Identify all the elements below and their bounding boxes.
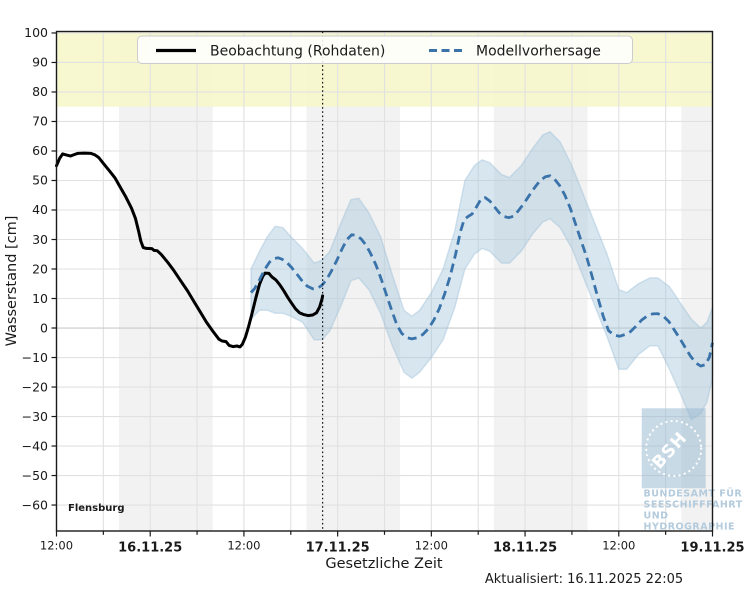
y-tick-label: −10 [22, 350, 48, 365]
y-tick-label: 20 [32, 261, 48, 276]
bsh-logo-square [641, 408, 706, 489]
x-tick-label: 16.11.25 [118, 541, 182, 556]
y-tick-label: 90 [32, 55, 48, 70]
y-axis-label: Wasserstand [cm] [4, 216, 20, 347]
y-tick-label: 10 [32, 291, 48, 306]
bsh-watermark-line: UND [644, 511, 669, 522]
y-tick-label: 60 [32, 143, 48, 158]
gridlines [55, 31, 714, 531]
x-axis-label: Gesetzliche Zeit [325, 556, 443, 572]
bsh-watermark-line: SEESCHIFFFAHRT [644, 500, 743, 511]
y-tick-label: 70 [32, 114, 48, 129]
y-tick-label: 0 [40, 320, 48, 335]
x-tick-label: 18.11.25 [493, 541, 557, 556]
updated-label: Aktualisiert: 16.11.2025 22:05 [485, 572, 683, 587]
x-tick-label: 17.11.25 [306, 541, 370, 556]
y-tick-label: 50 [32, 173, 48, 188]
y-tick-label: −60 [22, 497, 48, 512]
y-tick-label: 100 [24, 25, 48, 40]
x-tick-label: 12:00 [40, 539, 73, 553]
legend: Beobachtung (Rohdaten) Modellvorhersage [137, 35, 633, 64]
legend-observation-label: Beobachtung (Rohdaten) [210, 44, 385, 60]
observation-line [55, 151, 325, 349]
y-tick-label: −20 [22, 379, 48, 394]
bsh-watermark-line: BUNDESAMT FÜR [644, 489, 743, 500]
x-tick-label: 12:00 [227, 539, 260, 553]
y-tick-label: −40 [22, 438, 48, 453]
x-tick-label: 12:00 [602, 539, 635, 553]
station-label: Flensburg [68, 503, 124, 514]
forecast-line [249, 174, 714, 368]
y-tick-label: 30 [32, 232, 48, 247]
y-tick-label: 80 [32, 84, 48, 99]
x-ticks: 12:00 16.11.25 12:00 17.11.25 12:00 18.11.25 1… [40, 531, 745, 556]
bsh-watermark-lines: BUNDESAMT FÜRSEESCHIFFFAHRTUNDHYDROGRAPH… [644, 489, 743, 533]
x-tick-label: 12:00 [415, 539, 448, 553]
legend-box [137, 35, 633, 64]
x-tick-label: 19.11.25 [680, 541, 744, 556]
y-tick-label: 40 [32, 202, 48, 217]
y-tick-label: −30 [22, 409, 48, 424]
bsh-logo-dotted-circle [645, 419, 703, 478]
y-tick-label: −50 [22, 468, 48, 483]
bsh-watermark-line: HYDROGRAPHIE [644, 522, 736, 533]
bsh-watermark: BSH BUNDESAMT FÜRSEESCHIFFFAHRTUNDHYDROG… [641, 408, 743, 533]
legend-forecast-label: Modellvorhersage [476, 44, 601, 60]
